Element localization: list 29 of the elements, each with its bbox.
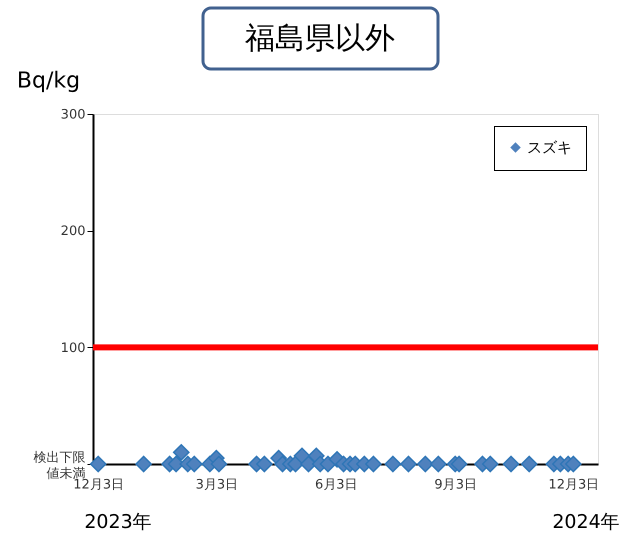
x-tick-label: 12月3日	[548, 478, 600, 492]
point	[430, 456, 447, 472]
point	[186, 456, 203, 472]
y-tick-label: 100	[60, 340, 86, 356]
point	[417, 456, 434, 472]
legend-label: スズキ	[527, 138, 572, 156]
x-tick-label: 12月3日	[73, 478, 124, 492]
text: 2023年	[84, 511, 152, 533]
x-tick-label: 9月3日	[434, 478, 477, 492]
point	[90, 456, 107, 472]
point	[502, 456, 520, 472]
text: 2024年	[552, 511, 620, 533]
point	[565, 456, 582, 472]
point	[450, 456, 468, 472]
y-axis-title: Bq/kg	[16, 68, 80, 94]
y-tick-label: 300	[60, 108, 86, 122]
y-tick-label: 200	[60, 224, 86, 240]
point	[482, 456, 499, 472]
point	[384, 456, 402, 472]
point	[172, 444, 190, 461]
point	[365, 456, 382, 472]
point	[210, 456, 228, 472]
x-tick-label: 3月3日	[196, 478, 238, 492]
point	[400, 456, 417, 472]
point	[520, 456, 538, 472]
x-tick-label: 6月3日	[314, 478, 358, 492]
point	[135, 456, 152, 472]
point	[256, 456, 273, 472]
chart-title: 福島県以外	[245, 21, 395, 56]
